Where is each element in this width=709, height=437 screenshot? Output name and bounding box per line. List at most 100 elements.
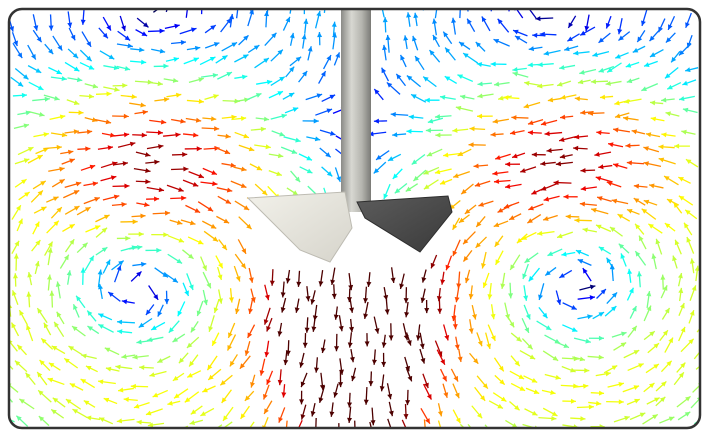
vector-arrow — [19, 398, 35, 410]
vector-arrow — [117, 387, 134, 393]
vector-arrow — [633, 183, 648, 189]
vector-arrow — [607, 381, 625, 388]
arrow-head — [400, 54, 405, 61]
vector-arrow — [263, 307, 271, 325]
arrow-head — [177, 310, 183, 317]
arrow-head — [23, 123, 30, 129]
vector-arrow — [299, 390, 305, 405]
arrow-head — [117, 329, 123, 335]
arrow-head — [589, 295, 595, 301]
arrow-head — [641, 20, 646, 26]
vector-arrow — [102, 16, 112, 31]
vector-arrow — [493, 220, 509, 228]
vector-arrow — [556, 231, 574, 239]
arrow-head — [291, 149, 298, 154]
vector-arrow — [403, 404, 409, 420]
arrow-head — [636, 271, 642, 277]
vector-arrow — [546, 148, 563, 154]
arrow-head — [325, 152, 331, 158]
vector-arrow — [44, 43, 54, 55]
vector-arrow — [606, 62, 622, 73]
arrow-head — [248, 308, 253, 314]
arrow-head — [142, 109, 148, 115]
vector-arrow — [524, 408, 538, 416]
vector-arrow — [197, 201, 214, 212]
arrow-head — [145, 168, 151, 174]
arrow-head — [404, 311, 410, 318]
arrow-head — [618, 381, 624, 387]
arrow-head — [454, 344, 460, 350]
vector-arrow — [307, 46, 313, 61]
vector-arrow — [579, 201, 597, 207]
vector-arrow — [50, 76, 67, 82]
arrow-head — [599, 94, 606, 100]
vector-arrow — [68, 110, 84, 116]
vector-arrow — [302, 118, 319, 124]
vector-arrow — [164, 23, 180, 29]
vector-arrow — [59, 254, 70, 269]
vector-arrow — [76, 206, 91, 216]
vector-arrow — [542, 407, 558, 417]
vector-arrow — [629, 412, 646, 421]
arrow-head — [590, 79, 596, 85]
arrow-head — [266, 79, 273, 85]
arrow-head — [203, 299, 209, 306]
arrow-head — [413, 175, 419, 182]
vector-arrow — [618, 31, 631, 42]
vector-arrow — [528, 46, 543, 52]
arrow-head — [368, 381, 374, 387]
arrow-head — [40, 206, 47, 212]
vector-arrow — [270, 49, 284, 62]
vector-arrow — [678, 287, 684, 302]
vector-arrow — [455, 105, 474, 112]
vector-arrow — [202, 385, 216, 393]
vector-arrow — [444, 47, 456, 61]
vector-arrow — [239, 355, 251, 370]
vector-arrow — [248, 267, 254, 283]
vector-arrow — [84, 116, 98, 123]
vector-arrow — [79, 49, 93, 62]
vector-arrow — [516, 233, 528, 244]
arrow-head — [98, 379, 104, 385]
arrow-head — [211, 116, 217, 122]
arrow-head — [514, 360, 520, 367]
arrow-head — [193, 132, 199, 138]
vector-arrow — [577, 79, 591, 85]
vector-arrow — [184, 391, 200, 403]
arrow-head — [508, 293, 514, 299]
vector-arrow — [422, 373, 429, 389]
vector-arrow — [646, 290, 652, 309]
arrow-head — [349, 326, 354, 333]
vector-arrow — [48, 66, 63, 75]
arrow-head — [625, 62, 632, 68]
arrow-head — [527, 130, 533, 136]
vector-arrow — [373, 161, 387, 174]
arrow-head — [21, 179, 27, 185]
arrow-head — [597, 196, 603, 201]
vector-arrow — [384, 299, 390, 315]
vector-arrow — [573, 134, 589, 140]
arrow-head — [552, 355, 559, 361]
arrow-head — [151, 325, 157, 330]
arrow-head — [531, 189, 537, 195]
vector-arrow — [452, 383, 460, 399]
arrow-head — [307, 46, 313, 52]
vector-arrow — [314, 10, 322, 29]
arrow-head — [523, 103, 530, 109]
vector-arrow — [146, 130, 164, 136]
arrow-head — [406, 128, 412, 134]
arrow-head — [477, 340, 483, 347]
vector-arrow — [221, 162, 236, 168]
vector-arrow — [474, 180, 491, 187]
vector-arrow — [201, 126, 220, 132]
arrow-head — [582, 268, 588, 274]
arrow-head — [145, 309, 151, 316]
vector-arrow — [643, 146, 660, 153]
vector-arrow — [163, 132, 181, 138]
vector-arrow — [405, 368, 413, 382]
vector-arrow — [508, 282, 514, 299]
vector-arrow — [338, 315, 344, 332]
arrow-head — [86, 415, 92, 421]
vector-arrow — [264, 32, 277, 47]
